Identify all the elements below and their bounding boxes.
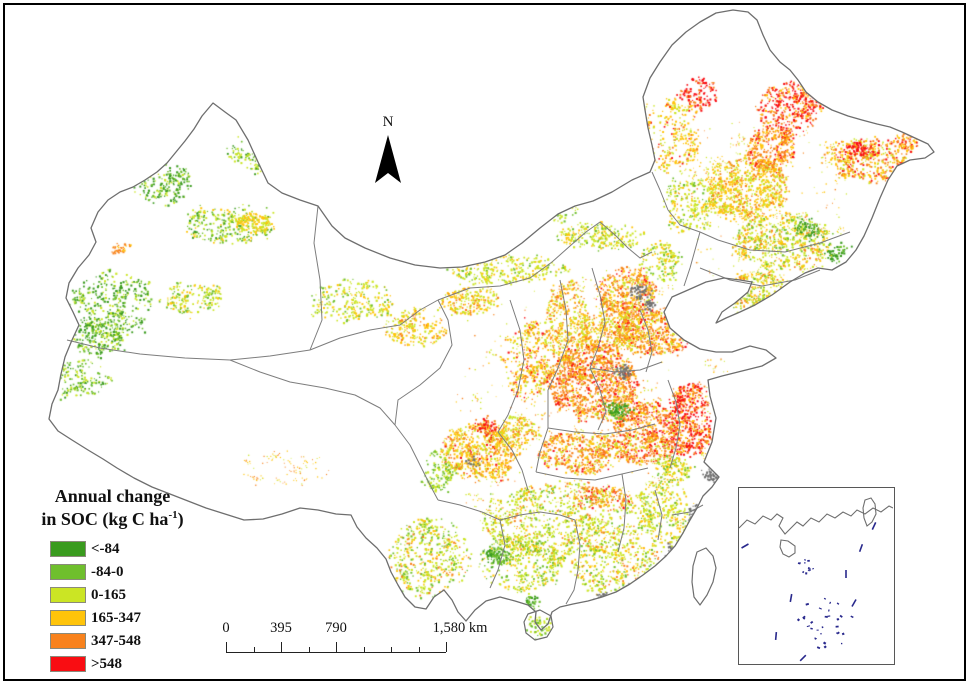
legend-label: 165-347 [91, 609, 141, 626]
legend-swatch-green [50, 564, 86, 581]
legend-title: Annual change in SOC (kg C ha-1) [20, 485, 205, 532]
legend-item: 165-347 [50, 607, 205, 630]
legend-swatch-dark_green [50, 541, 86, 558]
scale-bar-tick [391, 647, 393, 652]
legend-item: 0-165 [50, 584, 205, 607]
scale-bar-tick [308, 647, 310, 652]
legend-swatch-orange [50, 633, 86, 650]
legend-swatch-yellow_green [50, 587, 86, 604]
scale-bar-tick [253, 647, 255, 652]
scale-bar-tick [336, 642, 338, 652]
inset-map [739, 497, 893, 662]
scale-bar-tick [418, 647, 420, 652]
legend-title-sup: -1 [168, 509, 178, 522]
legend-label: -84-0 [91, 563, 124, 580]
legend-swatch-red [50, 656, 86, 673]
scale-bar-label: 395 [270, 620, 292, 636]
legend-item: -84-0 [50, 561, 205, 584]
legend-label: >548 [91, 655, 123, 672]
scale-bar-tick [446, 642, 448, 652]
north-arrow-icon [375, 135, 401, 183]
legend-rows: <-84 -84-0 0-165 165-347 347-548 >548 [20, 538, 205, 676]
legend-title-line1: Annual change [54, 486, 171, 506]
scale-bar-labels: 0 395 790 1,580 km [222, 620, 487, 638]
legend-label: <-84 [91, 540, 120, 557]
legend-item: >548 [50, 653, 205, 676]
legend-label: 347-548 [91, 632, 141, 649]
legend-item: <-84 [50, 538, 205, 561]
legend-item: 347-548 [50, 630, 205, 653]
legend-title-close: ) [177, 509, 184, 530]
scale-bar-label: 1,580 km [432, 620, 488, 636]
south-china-sea-inset [738, 487, 895, 665]
scale-bar-tick [363, 647, 365, 652]
scale-bar-tick [226, 642, 228, 652]
scale-bar-label: 0 [222, 620, 230, 636]
scale-bar: 0 395 790 1,580 km [222, 620, 487, 656]
legend-swatch-yellow [50, 610, 86, 627]
scale-bar-tick [281, 642, 283, 652]
legend-title-line2: in SOC (kg C ha [41, 509, 169, 530]
legend: Annual change in SOC (kg C ha-1) <-84 -84… [20, 485, 205, 676]
north-arrow: N [366, 114, 410, 192]
legend-label: 0-165 [91, 586, 126, 603]
scale-bar-ticks [226, 641, 448, 653]
north-arrow-label: N [382, 114, 394, 130]
scale-bar-label: 790 [325, 620, 347, 636]
